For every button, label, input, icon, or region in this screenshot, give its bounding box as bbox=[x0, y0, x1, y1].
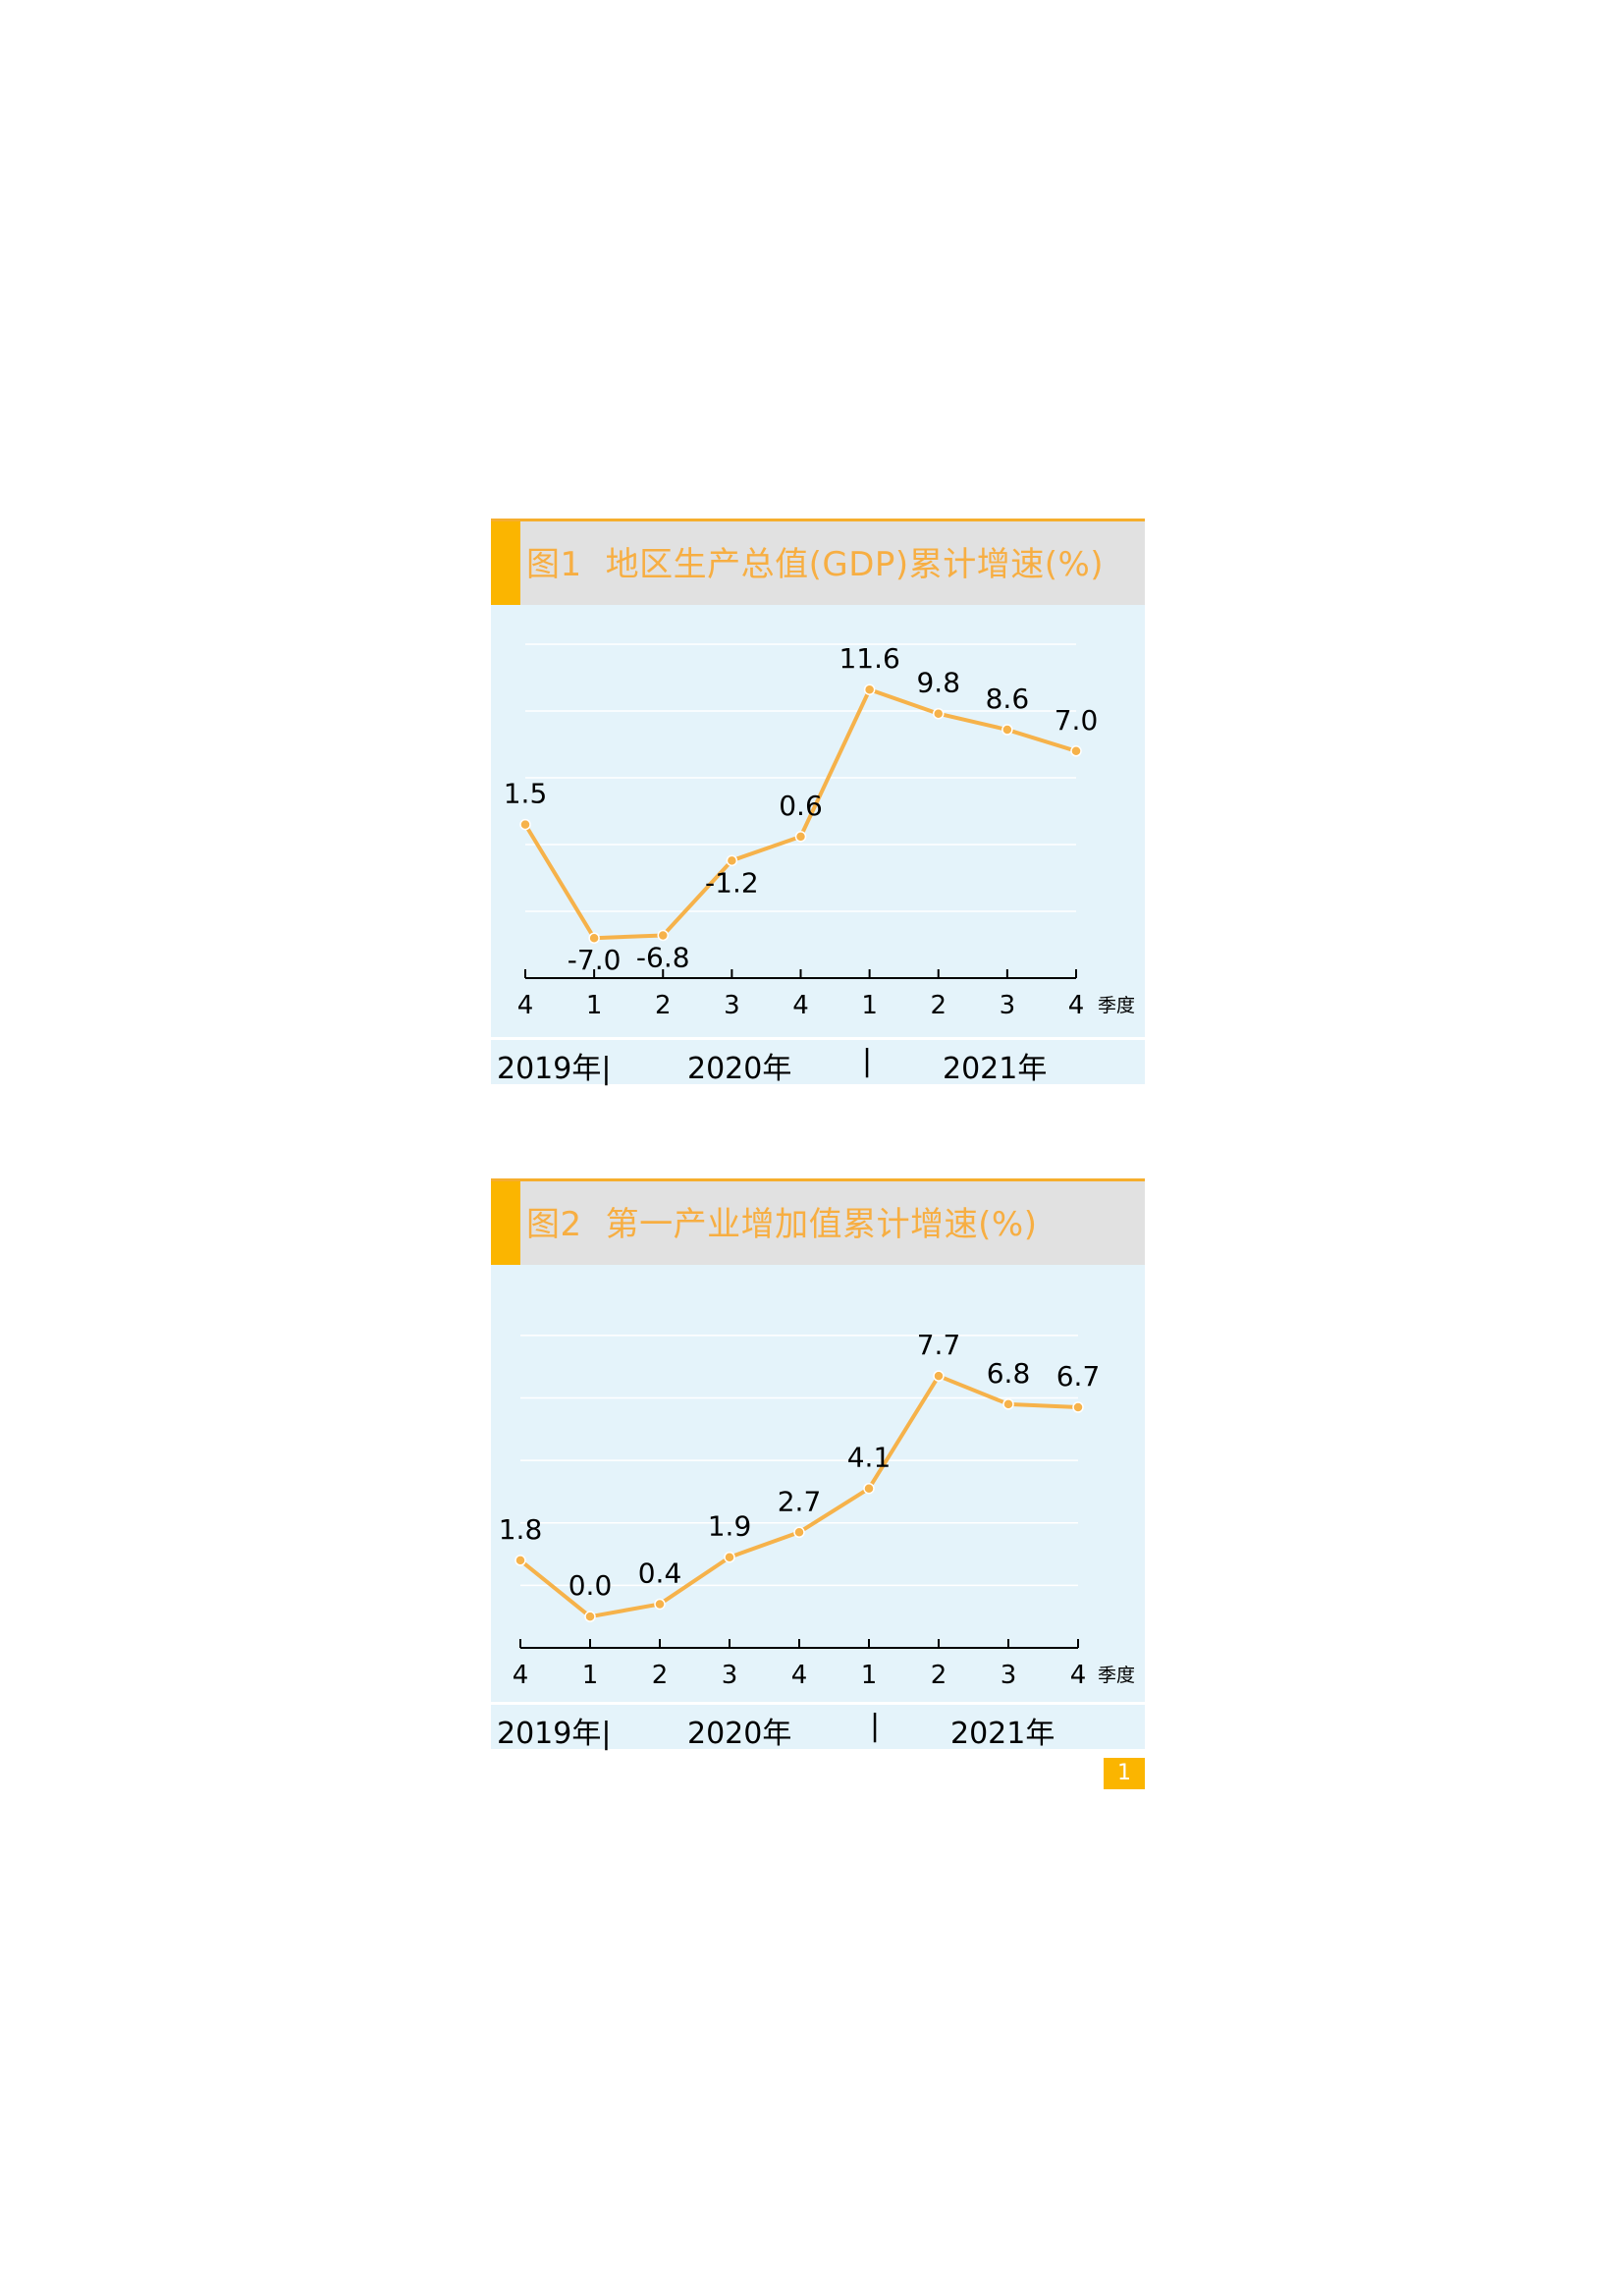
x-tick-label: 1 bbox=[861, 1661, 878, 1690]
year-separator: | bbox=[870, 1709, 881, 1743]
page-number-badge: 1 bbox=[1104, 1758, 1145, 1789]
data-point bbox=[657, 929, 669, 942]
x-tick-label: 2 bbox=[652, 1661, 669, 1690]
data-label: -1.2 bbox=[705, 866, 759, 899]
data-label: 6.8 bbox=[987, 1357, 1031, 1390]
x-tick-label: 2 bbox=[931, 1661, 947, 1690]
year-label-2021: 2021年 bbox=[950, 1717, 1055, 1751]
data-label: 1.9 bbox=[708, 1510, 752, 1543]
x-tick-label: 3 bbox=[1001, 1661, 1017, 1690]
plot-area: 4 1 2 3 4 1 2 3 4 季度 1.5 -7.0 -6.8 -1.2 0.6 11.6 9.8 8.6 7… bbox=[491, 605, 1145, 1037]
chart-title-number: 图2 bbox=[526, 1205, 582, 1244]
x-tick-label: 4 bbox=[1070, 1661, 1087, 1690]
data-label: 7.0 bbox=[1055, 704, 1099, 737]
title-accent-block bbox=[491, 1181, 520, 1265]
x-axis-unit-label: 季度 bbox=[1098, 995, 1135, 1016]
data-label: -7.0 bbox=[568, 944, 622, 976]
chart-panel-gdp: 图1 地区生产总值(GDP)累计增速(%) 4 1 2 3 4 1 2 3 4 季度 1.5 -7.0-… bbox=[491, 519, 1145, 1086]
chart-title-bar: 图1 地区生产总值(GDP)累计增速(%) bbox=[491, 519, 1145, 605]
data-point bbox=[588, 932, 600, 944]
data-point bbox=[794, 831, 807, 843]
year-axis-bar: 2019年| 2020年 | 2021年 bbox=[491, 1037, 1145, 1086]
x-tick-label: 1 bbox=[861, 991, 878, 1020]
line-chart-primary-industry: 4 1 2 3 4 1 2 3 4 季度 1.8 0.0 0.4 1.9 2.7 4.1 7.7 6.8 6.7 bbox=[499, 1329, 1135, 1690]
x-axis-unit-label: 季度 bbox=[1098, 1665, 1135, 1686]
data-label: 7.7 bbox=[917, 1329, 961, 1361]
data-label: 6.7 bbox=[1056, 1360, 1101, 1393]
data-point bbox=[793, 1526, 805, 1539]
x-tick-label: 4 bbox=[1068, 991, 1085, 1020]
x-tick-label: 1 bbox=[582, 1661, 599, 1690]
data-point bbox=[863, 683, 876, 695]
x-tick-label: 3 bbox=[722, 1661, 738, 1690]
data-point bbox=[1070, 745, 1082, 757]
x-tick-label: 2 bbox=[655, 991, 672, 1020]
chart-title-bar: 图2 第一产业增加值累计增速(%) bbox=[491, 1178, 1145, 1265]
title-accent-block bbox=[491, 521, 520, 605]
data-label: 4.1 bbox=[847, 1442, 892, 1474]
data-point bbox=[519, 818, 531, 831]
x-tick-label: 3 bbox=[1000, 991, 1016, 1020]
data-label: 8.6 bbox=[986, 683, 1030, 715]
data-label: 2.7 bbox=[778, 1485, 822, 1517]
year-label-2020: 2020年 bbox=[687, 1717, 792, 1751]
data-point bbox=[584, 1611, 596, 1622]
data-label: 9.8 bbox=[916, 667, 960, 699]
x-tick-label: 4 bbox=[791, 1661, 808, 1690]
chart-title: 图1 地区生产总值(GDP)累计增速(%) bbox=[526, 537, 1104, 585]
plot-area: 4 1 2 3 4 1 2 3 4 季度 1.8 0.0 0.4 1.9 2.7 4.1 7.7 6.8 6.7 bbox=[491, 1265, 1145, 1702]
data-point bbox=[514, 1555, 526, 1566]
x-tick-label: 1 bbox=[586, 991, 603, 1020]
year-label-2019: 2019年| bbox=[497, 1052, 612, 1086]
data-label: 0.6 bbox=[779, 790, 823, 822]
chart-panel-primary-industry: 图2 第一产业增加值累计增速(%) 4 1 2 3 4 1 2 3 4 季度 1.8 0.0 0.4 1.9… bbox=[491, 1178, 1145, 1751]
data-point bbox=[654, 1598, 666, 1611]
year-separator: | bbox=[862, 1044, 873, 1078]
year-label-2020: 2020年 bbox=[687, 1052, 792, 1086]
year-axis-bar: 2019年| 2020年 | 2021年 bbox=[491, 1702, 1145, 1751]
data-point bbox=[1002, 1398, 1014, 1410]
data-point bbox=[1072, 1401, 1084, 1413]
year-label-2019: 2019年| bbox=[497, 1717, 612, 1751]
x-tick-label: 4 bbox=[513, 1661, 529, 1690]
data-label: 11.6 bbox=[839, 642, 899, 675]
data-point bbox=[863, 1482, 875, 1495]
data-point bbox=[933, 707, 945, 720]
chart-title-label: 地区生产总值(GDP)累计增速(%) bbox=[605, 545, 1105, 584]
x-tick-label: 4 bbox=[517, 991, 534, 1020]
data-label: 0.0 bbox=[568, 1569, 613, 1602]
data-point bbox=[726, 854, 738, 867]
x-tick-label: 4 bbox=[792, 991, 809, 1020]
chart-title-number: 图1 bbox=[526, 545, 582, 584]
x-tick-label: 2 bbox=[930, 991, 947, 1020]
data-point bbox=[933, 1370, 945, 1382]
x-tick-label: 3 bbox=[724, 991, 740, 1020]
chart-title-label: 第一产业增加值累计增速(%) bbox=[605, 1205, 1038, 1244]
data-label: 0.4 bbox=[638, 1557, 682, 1589]
data-label: -6.8 bbox=[636, 941, 690, 973]
data-label: 1.8 bbox=[499, 1513, 543, 1546]
chart-title: 图2 第一产业增加值累计增速(%) bbox=[526, 1197, 1037, 1245]
line-chart-gdp: 4 1 2 3 4 1 2 3 4 季度 1.5 -7.0 -6.8 -1.2 0.6 11.6 9.8 8.6 7… bbox=[504, 642, 1135, 1020]
data-point bbox=[724, 1551, 735, 1563]
data-point bbox=[1001, 724, 1013, 736]
year-label-2021: 2021年 bbox=[943, 1052, 1048, 1086]
data-label: 1.5 bbox=[504, 778, 548, 810]
